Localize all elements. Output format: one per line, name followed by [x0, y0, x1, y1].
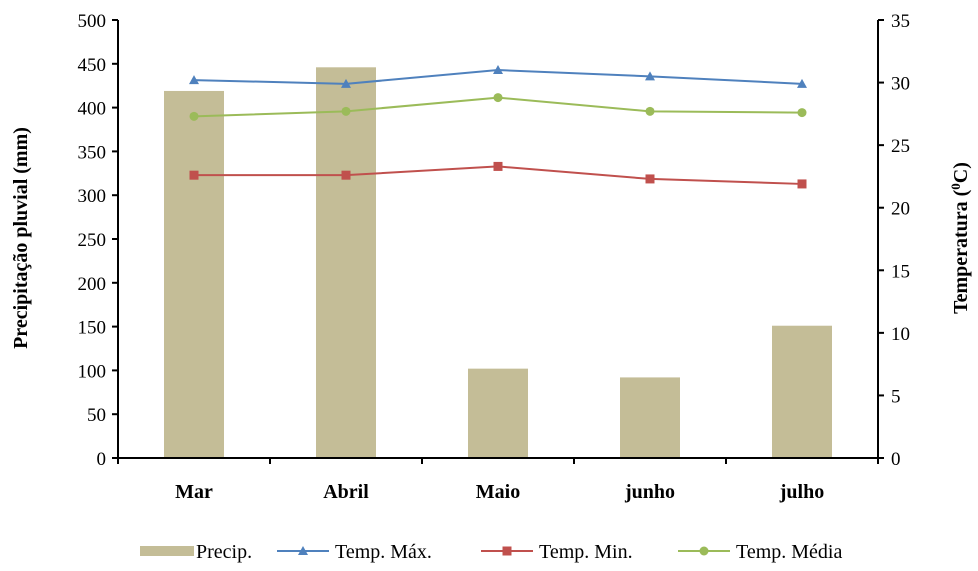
legend: Precip. Temp. Máx. Temp. Min. Temp. Média [140, 541, 842, 563]
legend-marker [502, 546, 512, 556]
y-right-tick-label: 35 [891, 11, 910, 32]
y-axis-left-title: Precipitação pluvial (mm) [10, 127, 32, 349]
y-left-tick-label: 350 [78, 142, 107, 163]
precip-bar-abril [316, 67, 376, 458]
legend-marker [699, 546, 709, 556]
y-axis-right-title-prefix: Temperatura ( [950, 189, 972, 314]
legend-label: Temp. Máx. [335, 541, 432, 563]
y-left-tick-label: 0 [97, 449, 107, 470]
x-tick-label-maio: Maio [476, 481, 520, 503]
y-left-tick-label: 300 [78, 186, 107, 207]
point-circle-junho [645, 106, 655, 116]
point-triangle-julho [797, 78, 807, 88]
y-right-tick-label: 25 [891, 136, 910, 157]
point-circle-abril [341, 106, 351, 116]
axes: 0 50 100 150 200 250 300 350 400 450 500 0 5 10 15 20 25… [78, 11, 911, 503]
precip-bar-junho [620, 377, 680, 458]
y-axis-right-title-suffix: C) [950, 162, 972, 183]
y-axis-right-title-sup: 0 [948, 183, 963, 190]
legend-label: Precip. [196, 541, 252, 563]
point-triangle-maio [493, 65, 503, 75]
legend-label: Temp. Média [736, 541, 842, 563]
x-tick-label-junho: junho [624, 481, 675, 503]
point-triangle-mar [189, 75, 199, 85]
point-circle-julho [797, 108, 807, 118]
legend-item-precip: Precip. [140, 541, 252, 563]
y-right-tick-label: 0 [891, 449, 901, 470]
legend-item-triangle: Temp. Máx. [277, 541, 432, 563]
legend-label: Temp. Min. [539, 541, 633, 563]
x-tick-label-abril: Abril [323, 481, 369, 503]
x-tick-label-julho: julho [779, 481, 824, 503]
x-tick-label-mar: Mar [175, 481, 213, 503]
y-left-tick-label: 150 [78, 318, 107, 339]
y-right-tick-label: 5 [891, 386, 901, 407]
y-left-tick-label: 100 [78, 361, 107, 382]
point-square-mar [189, 170, 199, 180]
point-square-abril [341, 170, 351, 180]
point-square-maio [493, 161, 503, 171]
precip-bar-julho [772, 325, 832, 458]
y-left-tick-label: 50 [87, 405, 106, 426]
legend-swatch [140, 546, 194, 556]
y-left-tick-label: 400 [78, 99, 107, 120]
point-square-junho [645, 174, 655, 184]
y-left-tick-label: 450 [78, 55, 107, 76]
y-right-tick-label: 20 [891, 199, 910, 220]
y-axis-right-title: Temperatura (0C) [948, 162, 973, 314]
point-circle-mar [189, 111, 199, 121]
point-circle-maio [493, 93, 503, 103]
precip-bars [164, 67, 832, 459]
y-right-tick-label: 15 [891, 261, 910, 282]
point-triangle-junho [645, 71, 655, 81]
legend-marker [298, 546, 308, 555]
y-right-tick-label: 30 [891, 74, 910, 95]
y-right-tick-label: 10 [891, 324, 910, 345]
temperature-lines [189, 65, 807, 189]
legend-item-square: Temp. Min. [481, 541, 633, 563]
y-left-tick-label: 250 [78, 230, 107, 251]
point-square-julho [797, 179, 807, 189]
y-left-tick-label: 500 [78, 11, 107, 32]
legend-item-circle: Temp. Média [678, 541, 842, 563]
precip-bar-maio [468, 368, 528, 458]
point-triangle-abril [341, 78, 351, 88]
y-left-tick-label: 200 [78, 274, 107, 295]
precip-bar-mar [164, 90, 224, 459]
